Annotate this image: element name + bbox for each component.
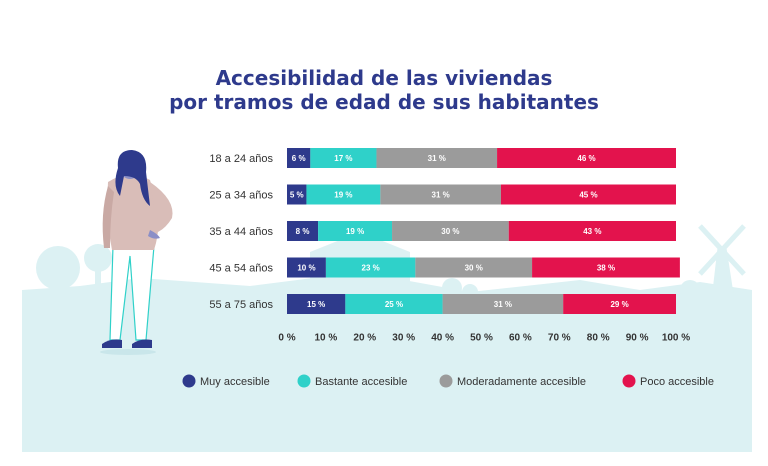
x-tick-label: 30 % [392, 333, 415, 344]
bar-segment [287, 184, 307, 205]
bar-segment [318, 221, 393, 241]
data-label: 10 % [297, 264, 315, 273]
data-label: 31 % [494, 300, 512, 309]
bar-segment [376, 148, 498, 168]
bar-segment [310, 148, 377, 168]
data-label: 5 % [290, 191, 304, 200]
bar-segment [500, 184, 676, 205]
category-label: 35 a 44 años [209, 226, 273, 238]
legend-swatch [622, 374, 636, 388]
legend-label: Muy accesible [200, 376, 270, 388]
x-tick-label: 50 % [470, 333, 493, 344]
legend-swatch [297, 374, 311, 388]
bar-segment [287, 221, 319, 241]
data-label: 29 % [610, 300, 628, 309]
chart-title-line-2: por tramos de edad de sus habitantes [169, 90, 599, 114]
data-label: 17 % [334, 154, 352, 163]
data-label: 30 % [441, 227, 459, 236]
data-label: 31 % [432, 191, 450, 200]
category-label: 55 a 75 años [209, 299, 273, 311]
legend-swatch [439, 374, 453, 388]
bar-segment [345, 294, 443, 314]
bar-segment [287, 148, 311, 168]
data-label: 30 % [465, 264, 483, 273]
bar-segment [287, 294, 346, 314]
data-label: 31 % [428, 154, 446, 163]
x-tick-label: 70 % [548, 333, 571, 344]
x-tick-label: 40 % [431, 333, 454, 344]
data-label: 25 % [385, 300, 403, 309]
chart-title-line-1: Accesibilidad de las viviendas [215, 66, 553, 90]
data-label: 43 % [583, 227, 601, 236]
data-label: 19 % [334, 191, 352, 200]
legend-swatch [182, 374, 196, 388]
windmill-silhouette [698, 224, 746, 301]
data-label: 46 % [577, 154, 595, 163]
bar-segment [563, 294, 676, 314]
legend-label: Poco accesible [640, 376, 714, 388]
x-tick-label: 10 % [315, 333, 338, 344]
x-tick-label: 100 % [662, 333, 690, 344]
data-label: 38 % [597, 264, 615, 273]
data-label: 45 % [579, 191, 597, 200]
x-tick-label: 20 % [353, 333, 376, 344]
legend-label: Bastante accesible [315, 376, 407, 388]
bar-segment [380, 184, 501, 205]
legend-label: Moderadamente accesible [457, 376, 586, 388]
data-label: 15 % [307, 300, 325, 309]
bar-segment [532, 257, 680, 278]
category-label: 18 a 24 años [209, 153, 273, 165]
category-label: 25 a 34 años [209, 190, 273, 202]
x-tick-label: 0 % [278, 333, 295, 344]
data-label: 23 % [362, 264, 380, 273]
bar-segment [508, 221, 676, 241]
data-label: 8 % [296, 227, 310, 236]
bar-segment [392, 221, 509, 241]
bar-segment [287, 257, 326, 278]
bar-segment [497, 148, 676, 168]
x-tick-label: 90 % [626, 333, 649, 344]
data-label: 19 % [346, 227, 364, 236]
x-tick-label: 80 % [587, 333, 610, 344]
bar-segment [325, 257, 416, 278]
data-label: 6 % [292, 154, 306, 163]
x-tick-label: 60 % [509, 333, 532, 344]
category-label: 45 a 54 años [209, 263, 273, 275]
bar-segment [442, 294, 564, 314]
bar-segment [306, 184, 381, 205]
bar-segment [415, 257, 533, 278]
